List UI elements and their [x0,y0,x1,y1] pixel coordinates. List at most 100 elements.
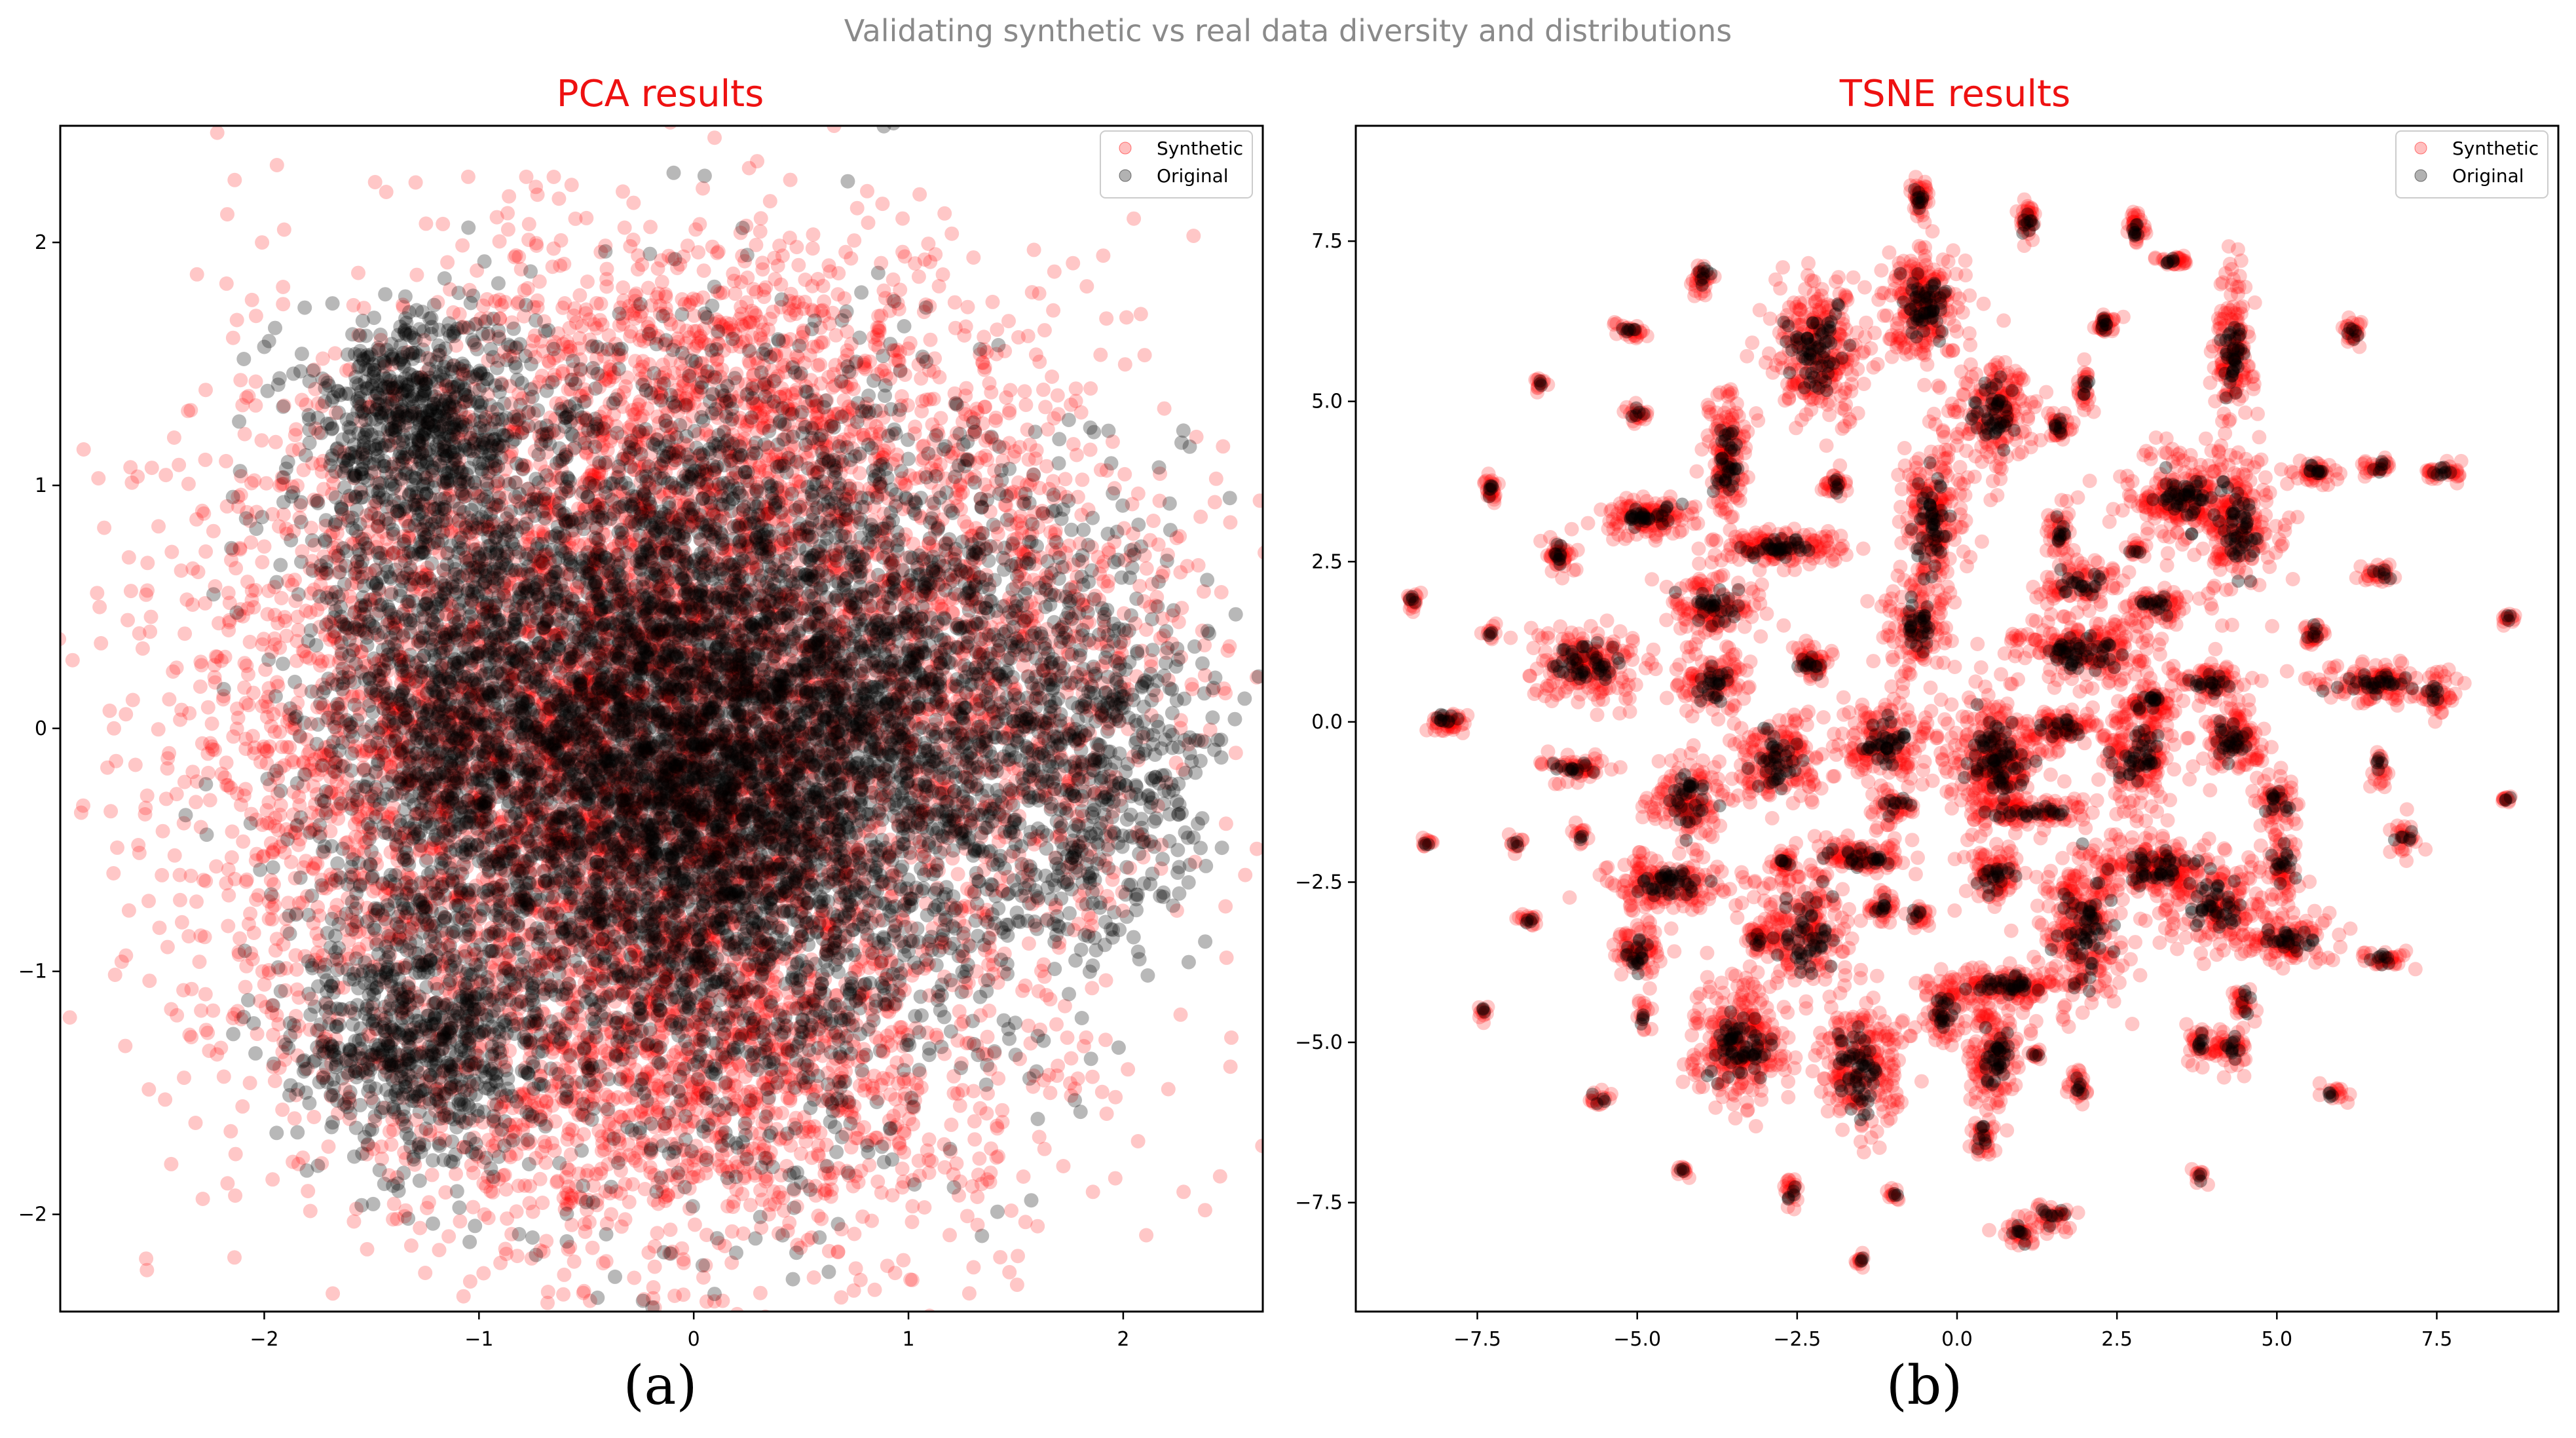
synthetic-point [712,806,727,822]
synthetic-point [847,1226,862,1241]
synthetic-point [503,1428,517,1438]
synthetic-point [1219,950,1234,965]
synthetic-point [396,747,411,763]
synthetic-point [829,509,844,524]
synthetic-point [577,537,592,552]
synthetic-point [825,670,840,685]
synthetic-point [538,663,553,678]
synthetic-point [314,1035,329,1050]
synthetic-point [771,755,786,770]
synthetic-point [1063,1076,1077,1091]
synthetic-point [847,233,862,248]
synthetic-point [707,130,722,145]
synthetic-point [816,1350,831,1365]
synthetic-point [783,842,798,857]
synthetic-point [1000,869,1015,884]
synthetic-point [890,1398,905,1412]
synthetic-point [551,191,567,206]
synthetic-point [546,170,561,184]
synthetic-point [352,866,367,881]
synthetic-point [994,751,1008,766]
synthetic-point [1207,495,1222,510]
synthetic-point [618,436,633,451]
synthetic-point [938,1323,952,1337]
synthetic-point [753,1285,768,1300]
synthetic-point [1016,1169,1031,1184]
synthetic-point [626,195,641,210]
synthetic-point [227,1250,242,1265]
synthetic-point [920,958,935,973]
synthetic-point [547,495,562,510]
synthetic-point [498,1410,512,1425]
synthetic-point [637,1071,652,1086]
synthetic-point [271,823,286,838]
synthetic-point [174,915,189,930]
synthetic-point [736,985,751,1000]
synthetic-point [889,495,904,510]
synthetic-point [564,816,579,830]
synthetic-point [609,470,624,485]
synthetic-point [557,1267,572,1282]
synthetic-point [257,539,272,554]
synthetic-point [432,808,447,822]
synthetic-point [520,840,535,855]
synthetic-point [527,862,542,877]
synthetic-point [198,544,214,559]
synthetic-point [643,706,658,721]
synthetic-point [513,820,529,835]
synthetic-point [1223,1059,1238,1074]
synthetic-point [1108,1171,1123,1186]
synthetic-point [621,1315,635,1330]
synthetic-point [844,1312,859,1327]
synthetic-point [844,728,859,743]
synthetic-point [685,784,700,799]
synthetic-point [990,322,1005,337]
synthetic-point [952,1098,967,1113]
synthetic-point [889,715,905,730]
synthetic-point [857,400,872,415]
synthetic-point [1011,1249,1025,1264]
synthetic-point [953,487,968,502]
synthetic-point [189,267,204,282]
synthetic-point [486,930,501,945]
synthetic-point [172,457,187,472]
synthetic-point [966,1260,981,1275]
synthetic-point [662,968,677,983]
synthetic-point [683,839,698,854]
synthetic-point [544,714,559,729]
synthetic-point [26,632,41,647]
synthetic-point [578,548,593,563]
synthetic-point [385,499,400,514]
synthetic-point [287,1111,302,1126]
synthetic-point [646,1004,662,1019]
synthetic-point [631,678,646,693]
synthetic-point [1015,983,1030,998]
synthetic-point [770,482,785,497]
synthetic-point [612,1046,627,1061]
pca-scatter-points [26,126,1263,1438]
synthetic-point [460,743,475,758]
synthetic-point [296,463,311,478]
synthetic-point [219,276,234,291]
synthetic-point [776,513,791,528]
synthetic-point [453,414,468,429]
synthetic-point [1085,981,1100,996]
synthetic-point [798,915,813,930]
synthetic-point [772,601,787,616]
synthetic-point [643,1165,658,1181]
synthetic-point [732,485,747,501]
synthetic-point [664,1137,679,1152]
synthetic-point [456,1289,471,1304]
synthetic-point [753,224,768,239]
synthetic-point [439,1375,453,1390]
synthetic-point [91,471,106,486]
synthetic-point [321,1139,336,1154]
synthetic-point [496,894,511,909]
synthetic-point [390,745,405,760]
synthetic-point [681,802,696,817]
synthetic-point [830,669,845,684]
synthetic-point [397,960,412,975]
synthetic-point [1252,493,1263,508]
synthetic-point [806,835,821,850]
